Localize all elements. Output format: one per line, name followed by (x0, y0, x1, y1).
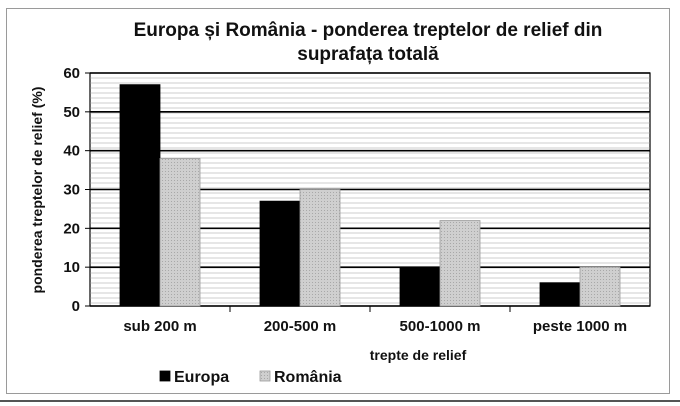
y-tick-label: 10 (63, 259, 80, 276)
legend: Europa România (159, 369, 342, 386)
bar-românia-2 (439, 220, 481, 307)
x-ticks-group: sub 200 m 200-500 m 500-1000 m peste 1000 m (123, 318, 627, 335)
bottom-divider (0, 400, 680, 402)
bar-românia-0 (159, 158, 201, 307)
x-tick-label: peste 1000 m (533, 318, 627, 335)
y-tick-label: 30 (63, 182, 80, 199)
x-tick-label: sub 200 m (123, 318, 196, 335)
bar-europa-0 (119, 84, 161, 307)
bar-românia-1 (299, 189, 341, 307)
bar-europa-2 (399, 266, 441, 307)
y-ticks-group: 0 10 20 30 40 50 60 (63, 65, 90, 315)
y-tick-label: 50 (63, 104, 80, 121)
legend-label-europa: Europa (174, 369, 229, 386)
x-tick-label: 200-500 m (264, 318, 337, 335)
legend-swatch-românia (259, 370, 271, 382)
y-tick-label: 60 (63, 65, 80, 82)
bar-românia-3 (579, 266, 621, 307)
x-axis-label: trepte de relief (370, 347, 467, 363)
y-axis-label: ponderea treptelor de relief (%) (29, 87, 45, 294)
y-tick-label: 40 (63, 143, 80, 160)
bars-group (119, 84, 621, 312)
y-tick-label: 0 (72, 298, 80, 315)
chart-title-line-2: suprafața totală (297, 44, 439, 65)
bar-europa-1 (259, 200, 301, 307)
chart-title-line-1: Europa și România - ponderea treptelor d… (134, 20, 603, 41)
y-tick-label: 20 (63, 220, 80, 237)
legend-swatch-europa (159, 370, 171, 382)
x-tick-label: 500-1000 m (400, 318, 481, 335)
legend-label-românia: România (274, 369, 342, 386)
bar-europa-3 (539, 282, 581, 307)
